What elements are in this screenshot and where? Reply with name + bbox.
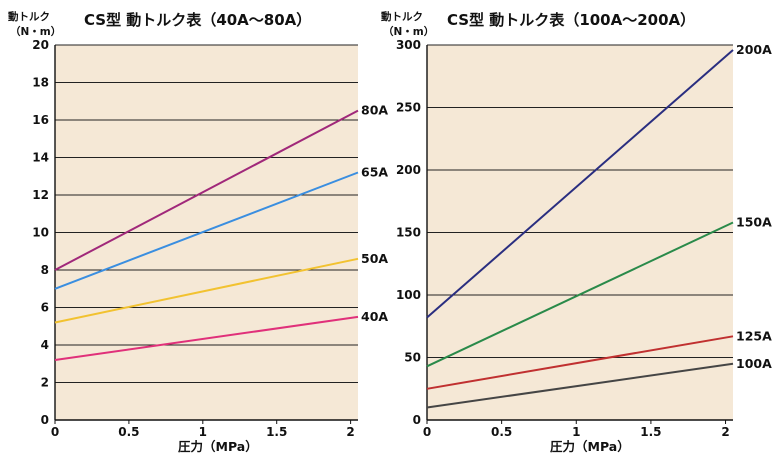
y-tick-label: 18 [32,76,49,90]
y-tick-label: 300 [396,38,421,52]
y-tick-label: 10 [32,226,49,240]
y-axis-label: 動トルク [381,10,423,23]
chart-1: 0 2 4 6 8 10 12 14 16 18 20 0 0.5 1 1.5 2 CS型 動トルク表（40A〜… [8,10,388,454]
series-label-100A: 100A [736,356,772,371]
series-line-200A [426,49,734,319]
series-line-125A [426,335,734,390]
y-axis-label: 動トルク [8,10,50,23]
x-tick-label: 0.5 [118,425,139,439]
series-line-80A [54,109,359,271]
y-tick-label: 14 [32,151,49,165]
y-tick-label: 0 [413,413,421,427]
y-tick-label: 6 [41,301,49,315]
x-tick-label: 0 [51,425,59,439]
y-tick-label: 2 [41,376,49,390]
y-tick-label: 20 [32,38,49,52]
y-tick-label: 4 [41,338,49,352]
series-line-40A [54,315,359,361]
series-label-65A: 65A [361,165,388,180]
series-label-40A: 40A [361,309,388,324]
y-tick-label: 0 [41,413,49,427]
y-axis-unit: （N・m） [383,25,434,38]
x-axis-label: 圧力（MPa） [550,439,630,454]
y-tick-label: 8 [41,263,49,277]
y-tick-label: 50 [404,351,421,365]
series-label-50A: 50A [361,251,388,266]
series-line-65A [54,171,359,290]
y-tick-label: 250 [396,101,421,115]
x-tick-label: 2 [346,425,354,439]
y-axis-unit: （N・m） [10,25,61,38]
series-line-150A [426,221,734,368]
x-tick-label: 0 [423,425,431,439]
chart-title: CS型 動トルク表（40A〜80A） [84,11,311,29]
series-line-50A [54,257,359,324]
series-label-80A: 80A [361,103,388,118]
x-tick-label: 2 [721,425,729,439]
x-axis-label: 圧力（MPa） [178,439,258,454]
series-label-150A: 150A [736,215,772,230]
x-tick-label: 1 [572,425,580,439]
series-label-125A: 125A [736,328,772,343]
x-tick-label: 1 [199,425,207,439]
x-tick-label: 1.5 [640,425,661,439]
x-tick-label: 1.5 [266,425,287,439]
y-tick-label: 12 [32,188,49,202]
y-tick-label: 100 [396,288,421,302]
series-label-200A: 200A [736,42,772,57]
y-tick-label: 150 [396,226,421,240]
y-tick-label: 200 [396,163,421,177]
y-tick-label: 16 [32,113,49,127]
chart-2: 0 50 100 150 200 250 300 0 0.5 1 1.5 2 CS型 動トルク表（100… [381,10,772,454]
series-line-100A [426,362,734,409]
x-tick-label: 0.5 [491,425,512,439]
chart-title: CS型 動トルク表（100A〜200A） [447,11,695,29]
